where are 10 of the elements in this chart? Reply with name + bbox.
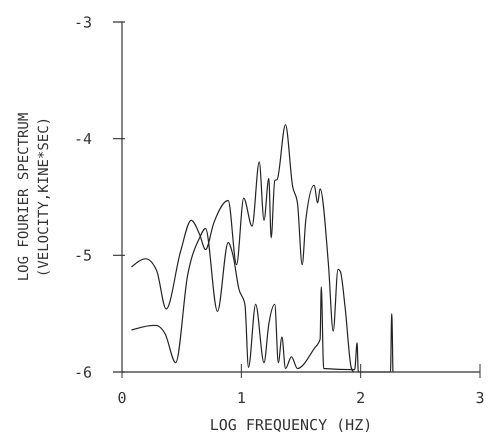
x-tick-label: 0 (117, 389, 127, 407)
x-axis-title: LOG FREQUENCY (HZ) (210, 416, 372, 434)
y-tick-label: -3 (74, 13, 92, 32)
y-axis-title: LOG FOURIER SPECTRUM (VELOCITY,KINE*SEC) (16, 112, 52, 282)
y-tick-label: -4 (74, 130, 92, 148)
y-tick-label: -5 (74, 246, 92, 265)
x-tick-label: 3 (475, 389, 485, 407)
x-tick-label: 1 (236, 389, 246, 407)
y-tick-label: -6 (74, 363, 92, 382)
x-tick-label: 2 (356, 389, 366, 407)
